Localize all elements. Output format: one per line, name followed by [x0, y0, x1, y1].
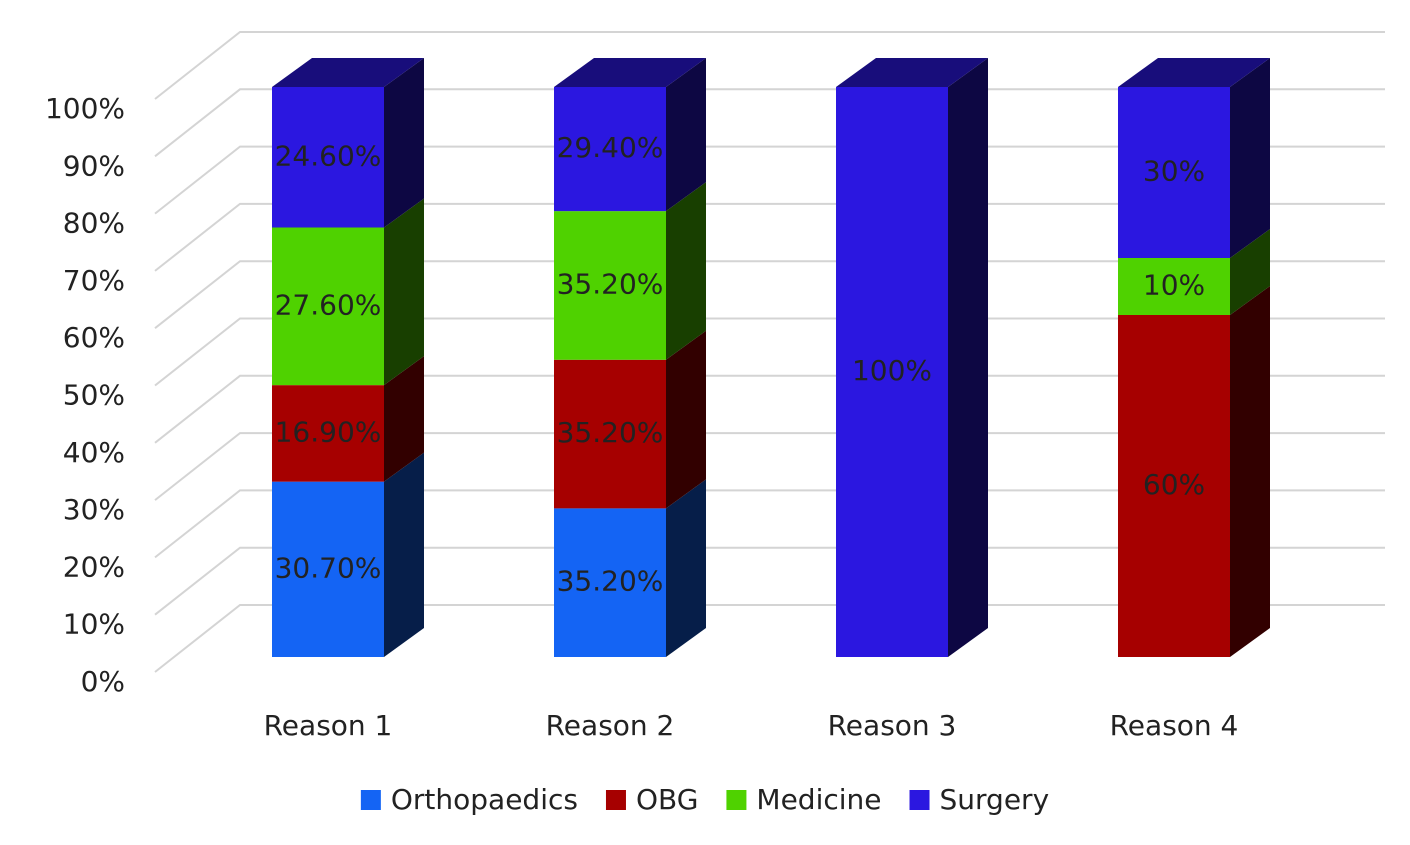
bar-segment: [554, 359, 666, 509]
bar-side: [666, 330, 706, 509]
bar-top: [836, 58, 988, 87]
data-label: 24.60%: [275, 139, 382, 172]
data-label: 35.20%: [557, 267, 664, 300]
bar-side: [948, 58, 988, 657]
bar-segment: [836, 87, 948, 657]
x-tick-label: Reason 3: [828, 709, 957, 742]
bar-top: [554, 58, 706, 87]
bar-side: [666, 58, 706, 212]
y-tick-label: 80%: [63, 207, 125, 240]
x-tick-label: Reason 2: [546, 709, 675, 742]
bar-side: [384, 356, 424, 482]
bar-segment: [554, 211, 666, 360]
grid-line: [154, 145, 1385, 215]
bar-segment: [1118, 315, 1230, 657]
bar-side: [384, 452, 424, 657]
legend-swatch: [360, 790, 381, 810]
bar-segment: [1118, 258, 1230, 315]
y-tick-label: 100%: [45, 92, 125, 125]
bar-segment: [272, 481, 384, 657]
data-label: 100%: [852, 354, 932, 387]
bar-segment: [554, 508, 666, 657]
bar-segment: [554, 87, 666, 212]
bar-segment: [1118, 87, 1230, 258]
y-tick-label: 50%: [63, 379, 125, 412]
y-tick-label: 20%: [63, 550, 125, 583]
data-label: 30%: [1143, 155, 1205, 188]
bar-segment: [272, 87, 384, 228]
legend-swatch: [726, 790, 747, 810]
y-tick-label: 90%: [63, 149, 125, 182]
x-tick-label: Reason 1: [264, 709, 393, 742]
y-tick-label: 70%: [63, 264, 125, 297]
legend-label: Surgery: [940, 783, 1050, 816]
y-tick-label: 30%: [63, 493, 125, 526]
legend-label: OBG: [636, 783, 698, 816]
bar-side: [666, 479, 706, 657]
bar-side: [384, 198, 424, 386]
data-label: 16.90%: [275, 415, 382, 448]
y-tick-label: 60%: [63, 321, 125, 354]
y-tick-label: 0%: [81, 665, 125, 698]
bar-top: [272, 58, 424, 87]
bar-side: [384, 58, 424, 228]
bar-side: [1230, 286, 1270, 657]
data-label: 29.40%: [557, 131, 664, 164]
bar-side: [1230, 229, 1270, 315]
bar-side: [1230, 58, 1270, 258]
x-tick-label: Reason 4: [1110, 709, 1239, 742]
bar-segment: [272, 385, 384, 482]
bar-side: [666, 182, 706, 360]
bar-segment: [272, 227, 384, 386]
data-label: 60%: [1143, 468, 1205, 501]
legend-label: Orthopaedics: [391, 783, 578, 816]
data-label: 10%: [1143, 269, 1205, 302]
data-label: 27.60%: [275, 288, 382, 321]
grid-line: [154, 374, 1385, 444]
grid-line: [154, 260, 1385, 329]
y-tick-label: 10%: [63, 608, 125, 641]
y-tick-label: 40%: [63, 436, 125, 469]
data-label: 35.20%: [557, 565, 664, 598]
legend-label: Medicine: [756, 783, 881, 816]
grid-line: [154, 88, 1385, 158]
data-label: 30.70%: [275, 551, 382, 584]
grid-line: [154, 489, 1385, 559]
grid-line: [154, 31, 1385, 100]
grid-line: [154, 546, 1385, 616]
grid-line: [154, 317, 1385, 387]
legend-swatch: [909, 790, 930, 810]
legend-swatch: [605, 790, 626, 810]
data-label: 35.20%: [557, 416, 664, 449]
grid-line: [154, 202, 1385, 272]
grid-line: [154, 604, 1385, 673]
grid-line: [154, 432, 1385, 501]
bar-top: [1118, 58, 1270, 87]
